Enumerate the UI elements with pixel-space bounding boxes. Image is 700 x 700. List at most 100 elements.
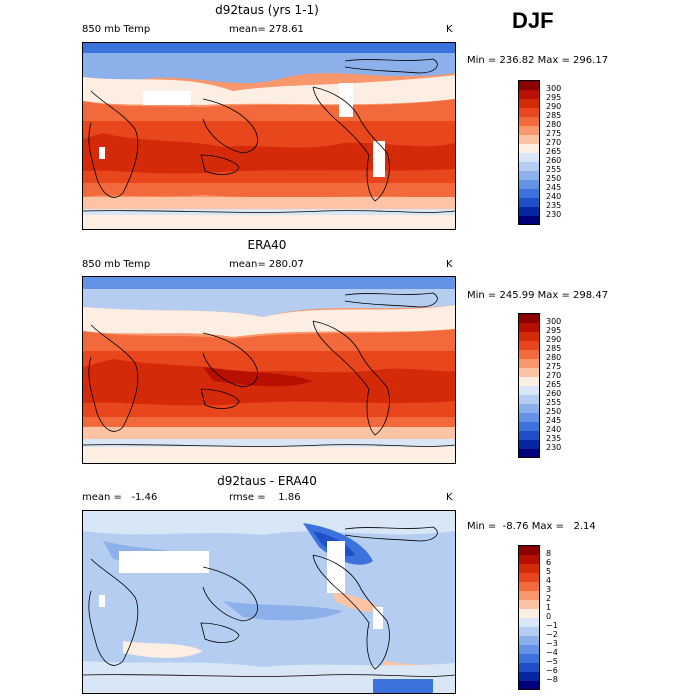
panel1-tick: 295 — [546, 93, 562, 102]
panel2-map — [82, 276, 456, 464]
panel3-tick: −6 — [546, 666, 558, 675]
panel2-colorbar — [518, 313, 540, 458]
swatch — [519, 440, 539, 449]
panel1-tick: 235 — [546, 201, 562, 210]
swatch — [519, 207, 539, 216]
panel1-tick: 280 — [546, 120, 562, 129]
swatch — [519, 162, 539, 171]
swatch — [519, 377, 539, 386]
swatch — [519, 573, 539, 582]
panel1-tick: 260 — [546, 156, 562, 165]
swatch — [519, 216, 539, 224]
panel3-tick: 4 — [546, 576, 552, 585]
swatch — [519, 386, 539, 395]
panel1-tick: 255 — [546, 165, 562, 174]
swatch — [519, 582, 539, 591]
swatch — [519, 681, 539, 689]
swatch — [519, 126, 539, 135]
swatch — [519, 171, 539, 180]
panel2-tick: 295 — [546, 326, 562, 335]
swatch — [519, 627, 539, 636]
panel2-tick: 240 — [546, 425, 562, 434]
panel3-tick: −1 — [546, 621, 558, 630]
swatch — [519, 99, 539, 108]
swatch — [519, 609, 539, 618]
swatch — [519, 314, 539, 323]
swatch — [519, 359, 539, 368]
swatch — [519, 135, 539, 144]
panel2-tick: 275 — [546, 362, 562, 371]
swatch — [519, 153, 539, 162]
panel2-tick: 285 — [546, 344, 562, 353]
panel2-tick: 280 — [546, 353, 562, 362]
swatch — [519, 144, 539, 153]
swatch — [519, 645, 539, 654]
panel1-tick: 230 — [546, 210, 562, 219]
panel2-tick: 260 — [546, 389, 562, 398]
panel3-tick: −5 — [546, 657, 558, 666]
panel2-tick: 255 — [546, 398, 562, 407]
panel3-tick: −2 — [546, 630, 558, 639]
swatch — [519, 591, 539, 600]
panel3-tick: 5 — [546, 567, 552, 576]
panel3-tick: −3 — [546, 639, 558, 648]
swatch — [519, 449, 539, 457]
panel1-tick: 245 — [546, 183, 562, 192]
panel2-units: K — [446, 259, 453, 270]
panel3-tick: −8 — [546, 675, 558, 684]
panel2-tick: 290 — [546, 335, 562, 344]
panel3-mean-label: mean = -1.46 — [82, 492, 158, 503]
swatch — [519, 350, 539, 359]
swatch — [519, 636, 539, 645]
swatch — [519, 189, 539, 198]
swatch — [519, 108, 539, 117]
panel1-tick: 270 — [546, 138, 562, 147]
panel1-tick: 300 — [546, 84, 562, 93]
swatch — [519, 404, 539, 413]
panel2-left-label: 850 mb Temp — [82, 259, 151, 270]
panel3-tick: 8 — [546, 549, 552, 558]
swatch — [519, 672, 539, 681]
panel1-minmax: Min = 236.82 Max = 296.17 — [467, 55, 609, 66]
swatch — [519, 422, 539, 431]
swatch — [519, 81, 539, 90]
panel1-left-label: 850 mb Temp — [82, 24, 151, 35]
swatch — [519, 395, 539, 404]
panel1-tick: 240 — [546, 192, 562, 201]
panel3-units: K — [446, 492, 453, 503]
swatch — [519, 654, 539, 663]
panel1-tick: 275 — [546, 129, 562, 138]
panel3-minmax: Min = -8.76 Max = 2.14 — [467, 521, 596, 532]
swatch — [519, 368, 539, 377]
swatch — [519, 431, 539, 440]
panel2-mean-label: mean= 280.07 — [229, 259, 304, 270]
panel3-tick: 2 — [546, 594, 552, 603]
swatch — [519, 663, 539, 672]
panel1-tick: 285 — [546, 111, 562, 120]
panel2-tick: 250 — [546, 407, 562, 416]
panel1-tick: 250 — [546, 174, 562, 183]
panel1-map — [82, 42, 456, 230]
swatch — [519, 564, 539, 573]
swatch — [519, 546, 539, 555]
panel1-mean-label: mean= 278.61 — [229, 24, 304, 35]
panel1-units: K — [446, 24, 453, 35]
swatch — [519, 332, 539, 341]
panel1-colorbar — [518, 80, 540, 225]
panel3-tick: 3 — [546, 585, 552, 594]
panel3-colorbar — [518, 545, 540, 690]
panel2-title: ERA40 — [247, 238, 287, 252]
panel1-title: d92taus (yrs 1-1) — [215, 3, 319, 17]
panel2-tick: 235 — [546, 434, 562, 443]
panel2-minmax: Min = 245.99 Max = 298.47 — [467, 290, 609, 301]
swatch — [519, 198, 539, 207]
swatch — [519, 618, 539, 627]
panel3-map — [82, 510, 456, 694]
swatch — [519, 413, 539, 422]
swatch — [519, 180, 539, 189]
swatch — [519, 90, 539, 99]
panel2-tick: 270 — [546, 371, 562, 380]
panel3-tick: 1 — [546, 603, 552, 612]
panel2-tick: 265 — [546, 380, 562, 389]
panel3-tick: −4 — [546, 648, 558, 657]
